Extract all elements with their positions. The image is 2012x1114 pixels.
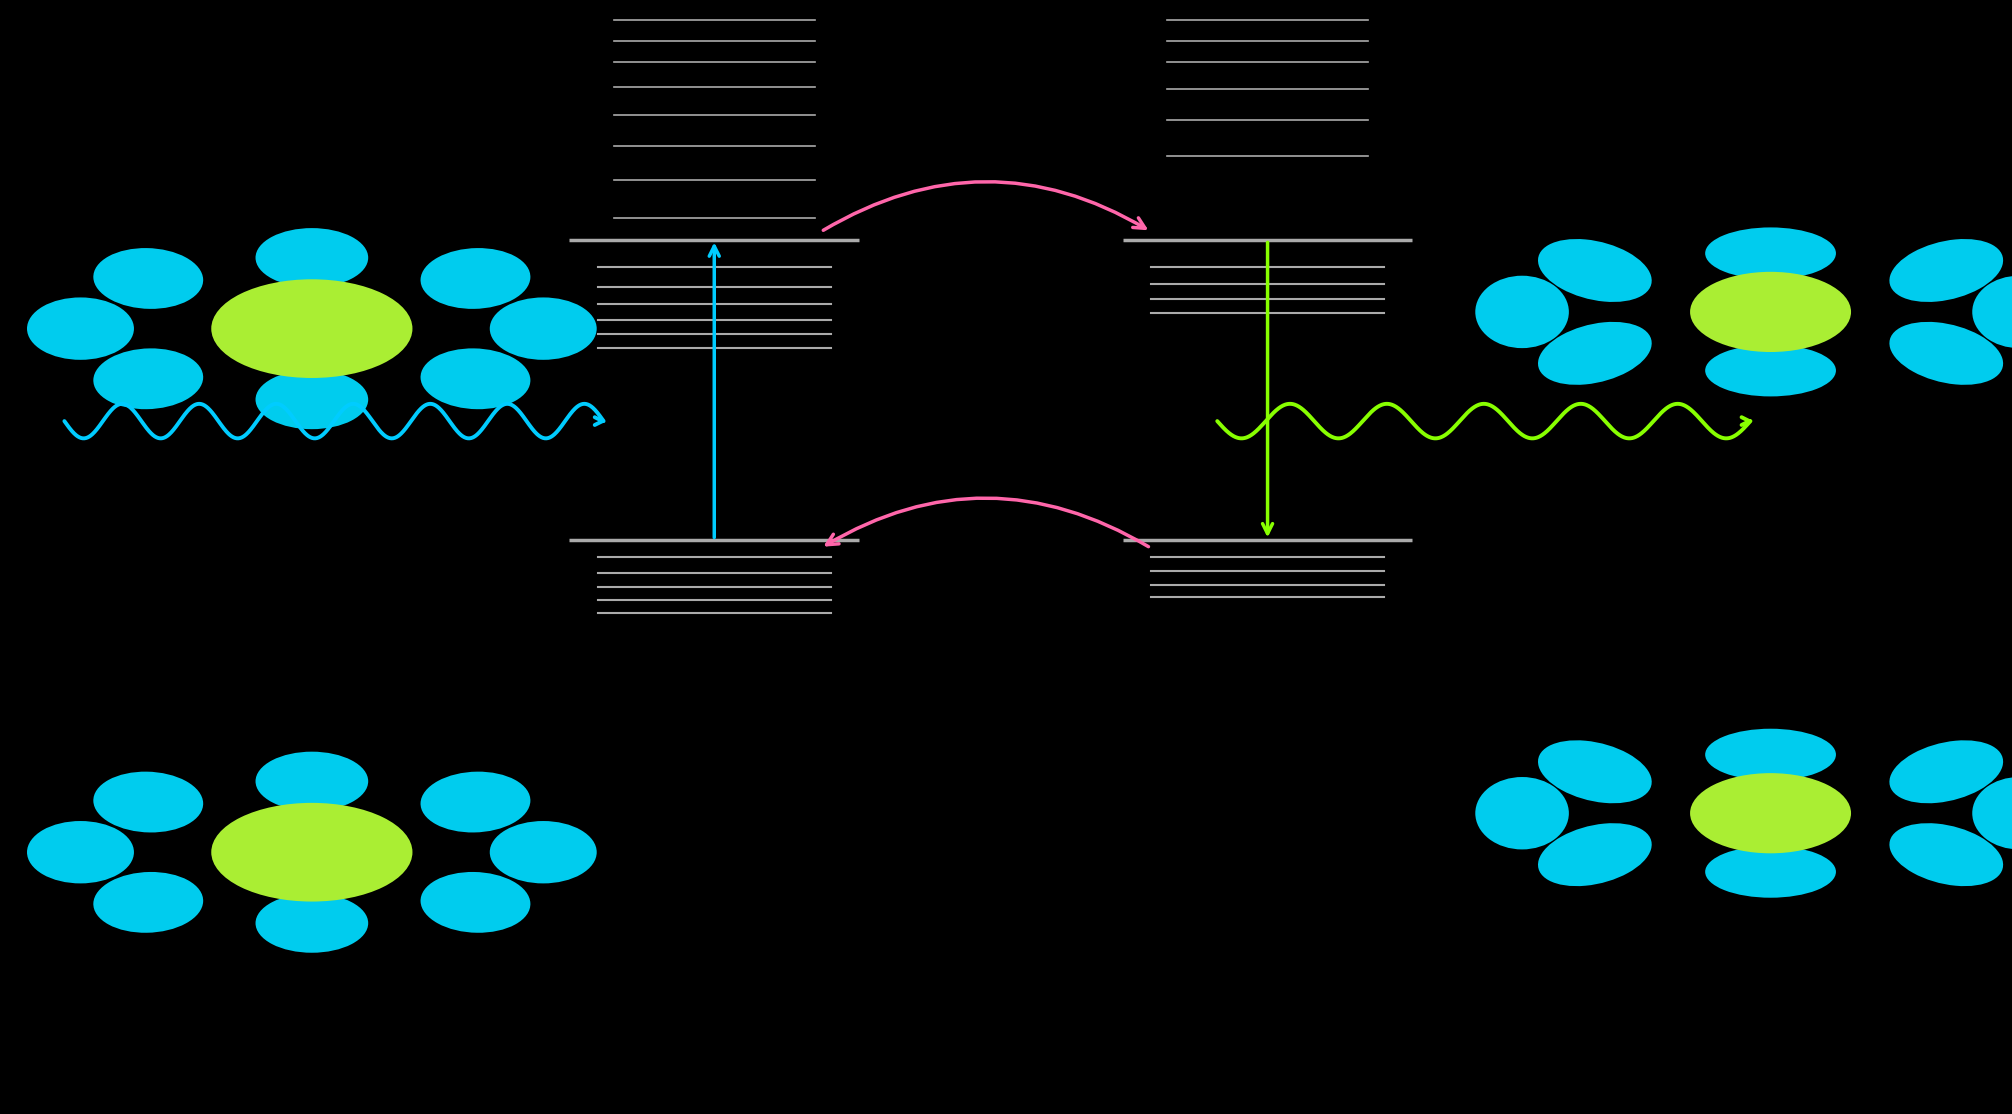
Ellipse shape: [26, 297, 135, 360]
Ellipse shape: [26, 821, 135, 883]
Ellipse shape: [489, 297, 598, 360]
Ellipse shape: [1690, 773, 1851, 853]
Ellipse shape: [93, 248, 203, 309]
Ellipse shape: [1537, 741, 1652, 803]
Ellipse shape: [1704, 344, 1835, 397]
Ellipse shape: [1690, 272, 1851, 352]
Ellipse shape: [1704, 227, 1835, 280]
Ellipse shape: [1704, 846, 1835, 898]
Ellipse shape: [421, 772, 531, 832]
Ellipse shape: [93, 872, 203, 932]
Ellipse shape: [1889, 741, 2004, 803]
Ellipse shape: [489, 821, 598, 883]
Ellipse shape: [256, 752, 368, 811]
Ellipse shape: [93, 349, 203, 409]
Ellipse shape: [211, 803, 412, 901]
Ellipse shape: [256, 893, 368, 952]
Ellipse shape: [1972, 778, 2012, 849]
Ellipse shape: [1475, 778, 1569, 849]
Ellipse shape: [211, 280, 412, 378]
Ellipse shape: [1537, 823, 1652, 886]
Ellipse shape: [1475, 276, 1569, 349]
Ellipse shape: [93, 772, 203, 832]
Ellipse shape: [1889, 240, 2004, 302]
Ellipse shape: [1704, 729, 1835, 781]
Ellipse shape: [1537, 240, 1652, 302]
Ellipse shape: [421, 248, 531, 309]
Ellipse shape: [256, 228, 368, 287]
Ellipse shape: [1889, 823, 2004, 886]
Ellipse shape: [256, 370, 368, 429]
Ellipse shape: [1889, 322, 2004, 384]
Ellipse shape: [1537, 322, 1652, 384]
Ellipse shape: [421, 349, 531, 409]
Ellipse shape: [1972, 276, 2012, 349]
Ellipse shape: [421, 872, 531, 932]
